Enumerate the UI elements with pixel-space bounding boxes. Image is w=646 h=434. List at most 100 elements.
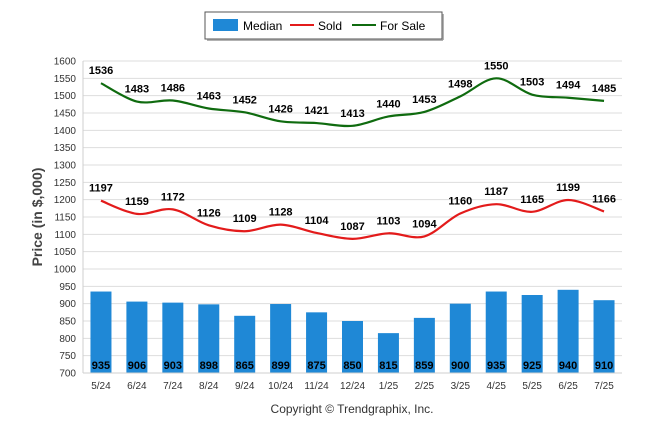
legend-sold-label: Sold bbox=[318, 19, 342, 33]
for-sale-value-label: 1463 bbox=[197, 90, 221, 102]
y-tick-label: 1550 bbox=[54, 74, 77, 85]
bar-layer bbox=[90, 289, 615, 373]
x-tick-label: 7/24 bbox=[163, 381, 183, 392]
y-tick-label: 1050 bbox=[54, 247, 77, 258]
x-tick-label: 11/24 bbox=[304, 381, 329, 392]
legend-median-label: Median bbox=[243, 19, 282, 33]
median-bar-label: 899 bbox=[271, 360, 289, 372]
median-bar bbox=[449, 303, 471, 373]
sold-value-label: 1094 bbox=[412, 218, 437, 230]
median-bar-label: 900 bbox=[451, 360, 469, 372]
x-tick-label: 8/24 bbox=[199, 381, 219, 392]
copyright-text: Copyright © Trendgraphix, Inc. bbox=[271, 402, 434, 416]
x-tick-label: 5/25 bbox=[522, 381, 542, 392]
x-tick-label: 2/25 bbox=[415, 381, 435, 392]
y-tick-label: 900 bbox=[59, 299, 76, 310]
for-sale-value-label: 1452 bbox=[232, 94, 256, 106]
for-sale-value-label: 1498 bbox=[448, 78, 472, 90]
median-bar bbox=[162, 302, 184, 373]
legend-median-swatch bbox=[213, 19, 238, 31]
y-tick-label: 1250 bbox=[54, 178, 77, 189]
sold-value-label: 1159 bbox=[125, 196, 149, 208]
sold-value-label: 1103 bbox=[376, 215, 400, 227]
for-sale-value-label: 1503 bbox=[520, 77, 544, 89]
y-tick-label: 1300 bbox=[54, 161, 77, 172]
y-tick-label: 1450 bbox=[54, 109, 77, 120]
y-tick-label: 1400 bbox=[54, 126, 77, 137]
median-bar bbox=[90, 291, 112, 373]
median-bar bbox=[557, 289, 579, 373]
x-tick-label: 9/24 bbox=[235, 381, 255, 392]
for-sale-value-label: 1536 bbox=[89, 65, 113, 77]
label-layer: 935 906 903 898 865 899 875 850 815 859 900 935 925 9… bbox=[89, 60, 617, 372]
legend-box bbox=[204, 11, 443, 40]
sold-value-label: 1104 bbox=[305, 215, 330, 227]
sold-value-label: 1109 bbox=[233, 213, 257, 225]
x-tick-label: 7/25 bbox=[594, 381, 614, 392]
for-sale-value-label: 1483 bbox=[125, 84, 149, 96]
y-tick-label: 1350 bbox=[54, 143, 77, 154]
median-bar-label: 906 bbox=[128, 360, 146, 372]
median-bar-label: 859 bbox=[415, 360, 433, 372]
y-axis-title: Price (in $,000) bbox=[29, 168, 45, 267]
for-sale-value-label: 1485 bbox=[592, 83, 616, 95]
y-tick-label: 850 bbox=[59, 317, 76, 328]
median-bar bbox=[234, 315, 256, 373]
median-bar bbox=[270, 304, 292, 373]
sold-value-label: 1197 bbox=[89, 183, 113, 195]
y-tick-label: 1000 bbox=[54, 265, 77, 276]
median-bar bbox=[377, 333, 399, 373]
sold-value-label: 1172 bbox=[161, 191, 185, 203]
median-bar bbox=[413, 317, 435, 373]
sold-value-label: 1128 bbox=[269, 207, 293, 219]
y-tick-label: 1150 bbox=[54, 213, 76, 224]
x-tick-label: 4/25 bbox=[486, 381, 506, 392]
for-sale-line bbox=[100, 77, 605, 128]
for-sale-value-label: 1494 bbox=[556, 80, 581, 92]
y-tick-label: 1100 bbox=[54, 230, 76, 241]
x-tick-label: 6/24 bbox=[127, 381, 147, 392]
x-tick-label: 12/24 bbox=[340, 381, 365, 392]
sold-line bbox=[100, 198, 605, 240]
for-sale-value-label: 1486 bbox=[161, 83, 185, 95]
median-bar-label: 865 bbox=[236, 360, 254, 372]
y-tick-label: 1500 bbox=[54, 91, 77, 102]
sold-value-label: 1087 bbox=[340, 221, 364, 233]
y-tick-label: 800 bbox=[59, 334, 76, 345]
median-bar bbox=[126, 301, 148, 373]
median-bar-label: 815 bbox=[379, 360, 397, 372]
x-tick-label: 5/24 bbox=[91, 381, 111, 392]
median-bar bbox=[521, 295, 543, 373]
median-bar bbox=[593, 300, 615, 373]
y-tick-label: 700 bbox=[59, 369, 76, 380]
x-tick-label: 3/25 bbox=[451, 381, 471, 392]
sold-value-label: 1199 bbox=[556, 182, 580, 194]
median-bar bbox=[485, 291, 507, 373]
y-tick-label: 1600 bbox=[54, 57, 77, 68]
median-bar-label: 850 bbox=[343, 360, 361, 372]
line-layer bbox=[100, 77, 605, 240]
median-bar-label: 935 bbox=[487, 360, 505, 372]
y-tick-label: 1200 bbox=[54, 195, 77, 206]
median-bar-label: 910 bbox=[595, 360, 613, 372]
x-tick-label: 10/24 bbox=[268, 381, 293, 392]
sold-value-label: 1126 bbox=[197, 207, 221, 219]
median-bar-label: 925 bbox=[523, 360, 541, 372]
x-tick-label: 6/25 bbox=[558, 381, 578, 392]
axis-layer: 700 750 800 850 900 950 1000 1050 1100 1150 1200 12… bbox=[54, 57, 622, 392]
median-bar-label: 940 bbox=[559, 360, 577, 372]
legend-forsale-label: For Sale bbox=[380, 19, 426, 33]
sold-value-label: 1166 bbox=[592, 193, 616, 205]
for-sale-value-label: 1421 bbox=[304, 105, 328, 117]
for-sale-value-label: 1426 bbox=[268, 103, 292, 115]
median-bar-label: 898 bbox=[200, 360, 218, 372]
sold-value-label: 1187 bbox=[484, 186, 508, 198]
legend: Median Sold For Sale bbox=[204, 11, 444, 41]
median-bar-label: 875 bbox=[307, 360, 325, 372]
y-tick-label: 750 bbox=[59, 351, 76, 362]
for-sale-value-label: 1453 bbox=[412, 94, 436, 106]
for-sale-value-label: 1440 bbox=[376, 98, 400, 110]
for-sale-value-label: 1550 bbox=[484, 60, 508, 72]
